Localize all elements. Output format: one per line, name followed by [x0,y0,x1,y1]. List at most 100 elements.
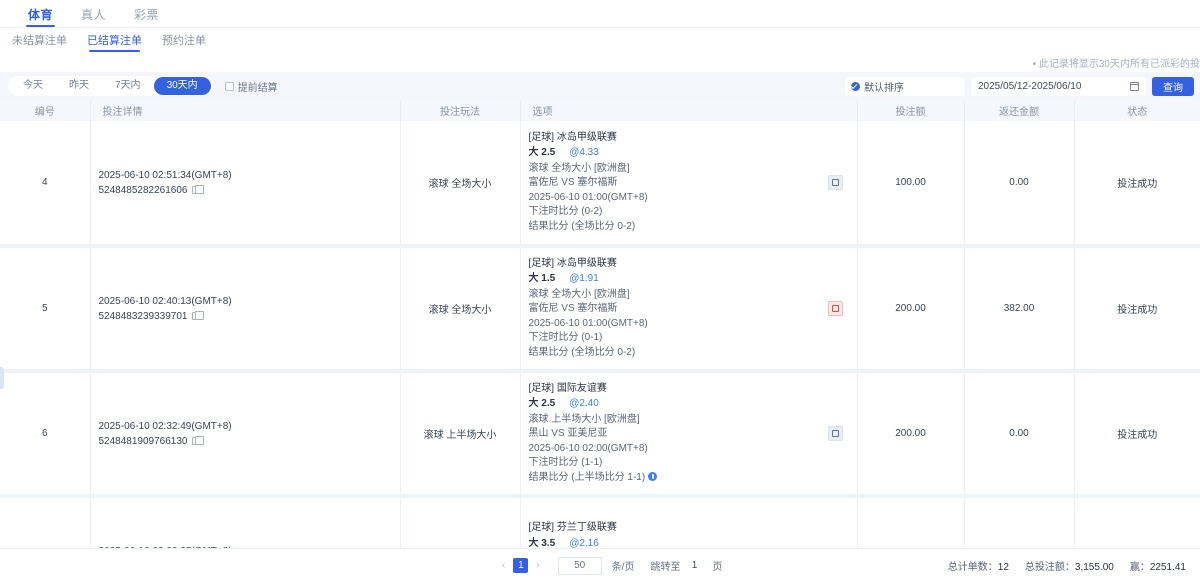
league-name: [足球] 冰岛甲级联赛 [528,257,617,269]
pick-text: 大 3.5 [528,537,556,549]
score-at-bet: 下注时比分 (0-2) [528,206,603,218]
bets-table-head: 编号 投注详情 投注玩法 选项 投注额 返还金额 状态 [0,100,1200,121]
cell-play: 滚球 全场大小 [400,121,521,248]
pick-row: 大 3.5 @2.16 [529,537,648,552]
copy-icon[interactable] [192,310,204,320]
pick-text: 大 1.5 [528,273,556,285]
table-header-row: 编号 投注详情 投注玩法 选项 投注额 返还金额 状态 [0,100,1200,121]
result-badge-icon[interactable] [827,426,843,441]
odds-value: @1.91 [569,273,599,285]
total-count-group: 总计单数：12 [948,558,1009,573]
market-name: 滚球 全场大小 [欧洲盘] [528,162,630,174]
table-row: 6 2025-06-10 02:32:49(GMT+8) 52484819097… [0,371,1200,498]
sort-select-value: 默认排序 [864,82,904,94]
bet-id: 5248483239339701 [98,310,188,322]
pick-row: 大 1.5 @1.91 [529,272,648,287]
header-status: 状态 [1074,100,1200,121]
cell-no: 4 [0,121,91,248]
total-stake-group: 总投注额：3,155.00 [1025,558,1114,573]
cell-returned: 0.00 [964,371,1075,498]
chip-today[interactable]: 今天 [10,77,56,95]
cell-play: 滚球 全场大小 [400,496,521,554]
header-play: 投注玩法 [400,100,521,121]
chip-yesterday-label: 昨天 [69,80,89,91]
sort-select[interactable]: 默认排序 [845,76,965,96]
search-button[interactable]: 查询 [1152,76,1194,96]
table-row: 7 2025-06-10 02:08:35(GMT+8) 52484775464… [0,496,1200,554]
bet-time: 2025-06-10 02:32:49(GMT+8) [98,420,232,432]
cell-option: [足球] 冰岛甲级联赛 大 1.5 @1.91 滚球 全场大小 [欧洲盘] 富佐尼… [520,246,858,373]
chip-30days[interactable]: 30天内 [153,77,211,95]
league-name: [足球] 冰岛甲级联赛 [528,131,617,143]
early-settle-checkbox[interactable]: 提前结算 [224,79,278,94]
pick-row: 大 2.5 @2.40 [529,397,658,412]
win-group: 赢：2251.41 [1130,558,1186,573]
cell-no: 7 [0,496,91,554]
subtab-unsettled-label: 未结算注单 [12,35,67,47]
table-row: 5 2025-06-10 02:40:13(GMT+8) 52484832393… [0,246,1200,373]
prev-page-button[interactable]: ‹ [502,560,506,571]
chip-yesterday[interactable]: 昨天 [56,77,102,95]
copy-icon[interactable] [192,184,204,194]
cell-bet-info: 2025-06-10 02:08:35(GMT+8) 5248477546425… [90,496,401,554]
tab-live-casino[interactable]: 真人 [67,9,120,27]
subtab-reserved-label: 预约注单 [162,35,206,47]
table-row: 4 2025-06-10 02:51:34(GMT+8) 52484852822… [0,121,1200,248]
score-result: 结果比分 (全场比分 0-2) [528,346,636,358]
copy-icon[interactable] [192,435,204,445]
cell-amount: 200.00 [857,371,965,498]
bets-table-container: 编号 投注详情 投注玩法 选项 投注额 返还金额 状态 4 2025-06-10… [0,100,1200,554]
result-badge-icon[interactable] [827,175,843,190]
bets-table-body: 4 2025-06-10 02:51:34(GMT+8) 52484852822… [0,121,1200,554]
tab-lottery[interactable]: 彩票 [120,9,173,27]
cell-bet-info: 2025-06-10 02:32:49(GMT+8) 5248481909766… [90,371,401,498]
match-time: 2025-06-10 02:00(GMT+8) [528,442,648,454]
cell-returned: 0.00 [964,121,1075,248]
secondary-tab-bar: 未结算注单 已结算注单 预约注单 [0,28,1200,52]
tab-sports-label: 体育 [28,8,54,22]
sidebar-collapse-handle[interactable] [0,367,4,389]
page-size-select[interactable]: 50 [557,556,602,575]
score-result-row: 结果比分 (上半场比分 1-1) [529,471,658,486]
page-size-label: 条/页 [611,562,635,573]
subtab-reserved[interactable]: 预约注单 [152,36,216,52]
jump-unit: 页 [712,562,723,573]
total-stake-value: 3,155.00 [1074,562,1114,573]
option-lines: [足球] 国际友谊赛 大 2.5 @2.40 滚球 上半场大小 [欧洲盘] 黑山 … [529,382,658,486]
option-cell-inner: [足球] 国际友谊赛 大 2.5 @2.40 滚球 上半场大小 [欧洲盘] 黑山 … [529,382,849,486]
option-lines: [足球] 冰岛甲级联赛 大 1.5 @1.91 滚球 全场大小 [欧洲盘] 富佐尼… [529,257,648,361]
tab-sports[interactable]: 体育 [14,9,67,27]
option-cell-inner: [足球] 冰岛甲级联赛 大 2.5 @4.33 滚球 全场大小 [欧洲盘] 富佐尼… [529,131,849,235]
cell-amount: 200.00 [857,246,965,373]
date-range-value: 2025/05/12-2025/06/10 [978,80,1082,92]
cell-bet-info: 2025-06-10 02:51:34(GMT+8) 5248485282261… [90,121,401,248]
bet-id-row: 5248481909766130 [99,434,392,449]
subtab-settled[interactable]: 已结算注单 [77,36,152,52]
next-page-button[interactable]: › [536,560,540,571]
header-option: 选项 [520,100,858,121]
early-settle-label: 提前结算 [237,82,278,94]
cell-no: 6 [0,371,91,498]
chip-today-label: 今天 [23,80,43,91]
cell-play: 滚球 上半场大小 [400,371,521,498]
chip-7days[interactable]: 7天内 [102,77,154,95]
tab-lottery-label: 彩票 [134,8,160,22]
cell-status: 投注成功 [1074,246,1200,373]
filter-bar: 今天 昨天 7天内 30天内 提前结算 默认排序 2025/05/12-2025… [0,72,1200,100]
league-name: [足球] 国际友谊赛 [528,382,607,394]
subtab-unsettled[interactable]: 未结算注单 [2,36,77,52]
tab-live-casino-label: 真人 [81,8,107,22]
calendar-icon[interactable] [1130,81,1139,91]
jump-page-input[interactable]: 1 [691,560,698,571]
subtab-settled-label: 已结算注单 [87,35,142,47]
odds-value: @2.16 [569,537,599,549]
page-number-1[interactable]: 1 [513,558,529,573]
result-badge-icon[interactable] [827,301,843,316]
header-returned: 返还金额 [964,100,1075,121]
cell-amount: 100.00 [857,121,965,248]
option-cell-inner: [足球] 冰岛甲级联赛 大 1.5 @1.91 滚球 全场大小 [欧洲盘] 富佐尼… [529,257,849,361]
date-range-input[interactable]: 2025/05/12-2025/06/10 [971,76,1146,96]
info-icon[interactable] [648,471,658,481]
checkbox-box-icon[interactable] [224,81,234,91]
